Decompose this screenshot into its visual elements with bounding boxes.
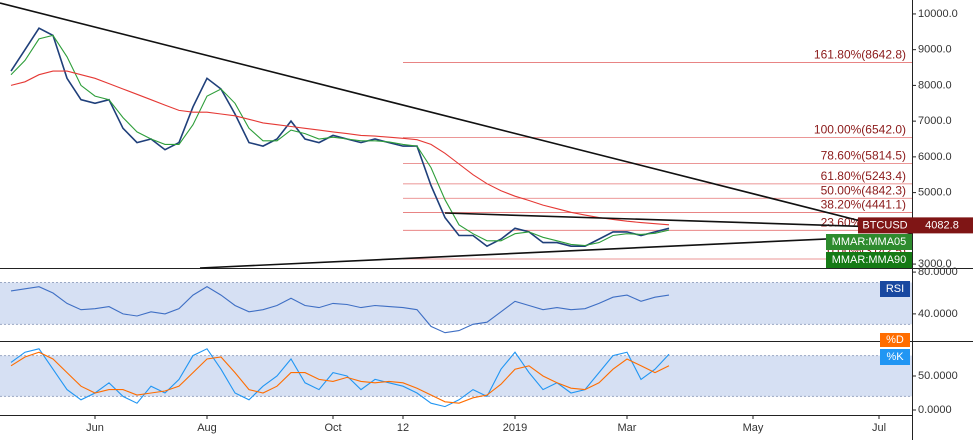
price-tag [858,217,912,234]
trend-line [0,2,913,235]
last-price: 4082.8 [925,219,959,231]
y-tick-label: 3000.0 [918,258,952,270]
x-tick-label: Jul [872,422,886,434]
fib-label: 100.00%(6542.0) [814,123,906,137]
y-tick-label: 5000.0 [918,187,952,199]
y-tick-label: 7000.0 [918,115,952,127]
fib-label: 61.80%(5243.4) [821,169,906,183]
x-tick-label: May [743,422,764,434]
legend-label: MMAR:MMA05 [832,236,907,248]
series-line [10,348,670,408]
series-line [10,351,670,404]
series-line [10,27,670,248]
y-tick-label: 10000.0 [918,8,958,20]
fib-label: 38.20%(4441.1) [821,198,906,212]
x-tick-label: Jun [86,422,104,434]
y-tick-label: 80.0000 [918,266,958,278]
legend-tag [826,234,912,250]
x-tick-label: 2019 [503,422,527,434]
indicator-band [0,282,912,325]
legend-tag [880,349,910,365]
legend-label: MMAR:MMA90 [832,254,907,266]
y-tick-label: 40.0000 [918,308,958,320]
indicator-band [0,355,912,397]
legend-label: %D [886,334,904,346]
y-tick-label: 6000.0 [918,151,952,163]
fib-label: 78.60%(5814.5) [821,149,906,163]
legend-tag [826,252,912,268]
legend-label: %K [886,351,904,363]
y-tick-label: 8000.0 [918,79,952,91]
y-tick-label: 0.0000 [918,404,952,416]
x-tick-label: Oct [324,422,341,434]
x-tick-label: Mar [618,422,637,434]
x-tick-label: Aug [197,422,217,434]
trend-line [199,234,913,269]
plot-layer: 161.80%(8642.8) 100.00%(6542.0) 78.60%(581… [0,27,912,408]
legend-tag [880,281,910,297]
y-tick-label: 9000.0 [918,44,952,56]
series-name-tag: BTCUSD [862,219,907,231]
series-line [10,286,670,334]
trend-line [444,212,913,229]
legend-label: RSI [886,283,904,295]
fib-label: 50.00%(4842.3) [821,183,906,197]
legend-tag [880,333,910,347]
x-tick-label: 12 [397,422,409,434]
price-tag [912,217,973,234]
fib-label: 161.80%(8642.8) [814,48,906,62]
y-tick-label: 50.0000 [918,370,958,382]
series-line [10,34,670,247]
series-line [10,70,670,226]
